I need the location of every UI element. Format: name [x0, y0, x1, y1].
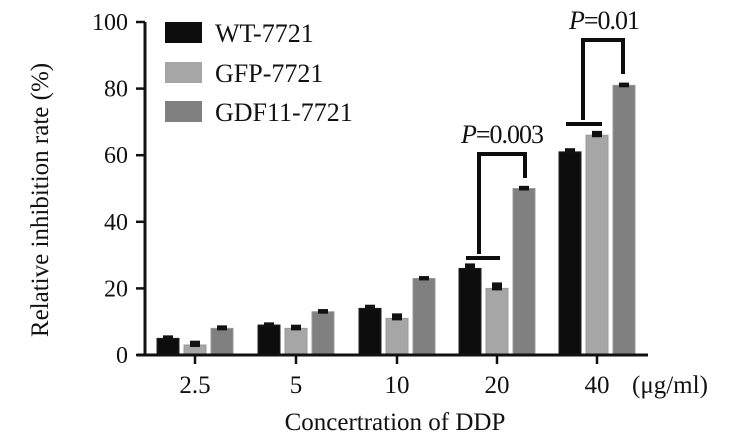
error-bar	[264, 322, 274, 328]
p-value-italic: P	[568, 6, 585, 35]
bar-gfp-7721-40	[585, 134, 609, 356]
bar-gfp-7721-5	[284, 327, 308, 356]
y-tick-label: 0	[116, 343, 128, 369]
y-tick-label: 60	[104, 143, 128, 169]
bar-gfp-7721-20	[485, 287, 509, 356]
error-bar	[163, 335, 173, 341]
bar-gfp-7721-10	[385, 317, 409, 356]
legend-item-gdf11-7721: GDF11-7721	[165, 98, 353, 127]
legend-swatch	[165, 101, 202, 122]
bar-gdf11-7721-10	[412, 277, 436, 356]
bar-gdf11-7721-40	[612, 84, 636, 356]
legend-item-gfp-7721: GFP-7721	[165, 59, 323, 88]
error-bar	[619, 82, 629, 88]
bar-gdf11-7721-2.5	[210, 327, 234, 356]
legend-label: WT-7721	[215, 19, 314, 48]
p-value-number: =0.01	[584, 6, 639, 35]
x-tick-label: 20	[485, 372, 510, 399]
bars-layer	[156, 82, 636, 356]
p-value-number: =0.003	[476, 120, 543, 149]
y-tick-label: 80	[104, 77, 128, 103]
legend-label: GFP-7721	[215, 59, 323, 88]
error-bar	[217, 325, 227, 331]
legend-item-wt-7721: WT-7721	[165, 19, 314, 48]
error-bar	[291, 324, 301, 331]
legend-swatch	[165, 22, 202, 43]
error-bar	[190, 340, 200, 348]
p-value-label: P=0.003	[460, 120, 543, 149]
error-bar	[492, 282, 502, 291]
bar-gdf11-7721-20	[512, 188, 536, 356]
y-axis-label: Relative inhibition rate (%)	[27, 63, 54, 337]
axes-layer	[137, 22, 648, 357]
x-tick-label: 40	[585, 372, 610, 399]
y-tick-label: 20	[104, 276, 128, 302]
legend-swatch	[165, 62, 202, 83]
x-axis-label: Concertration of DDP	[285, 409, 506, 436]
bar-gdf11-7721-5	[311, 311, 335, 356]
p-value-label: P=0.01	[568, 6, 639, 35]
error-bar	[318, 309, 328, 314]
error-bar	[365, 304, 375, 311]
significance-bracket-40: P=0.01	[566, 6, 640, 126]
bar-wt-7721-40	[558, 151, 582, 356]
error-bar	[565, 148, 575, 154]
error-bar	[592, 130, 602, 138]
legend-label: GDF11-7721	[215, 98, 353, 127]
error-bar	[519, 185, 529, 191]
bracket-line	[581, 38, 625, 120]
legend: WT-7721 GFP-7721 GDF11-7721	[165, 19, 353, 127]
bar-wt-7721-10	[358, 307, 382, 356]
x-tick-label: 2.5	[179, 372, 210, 399]
y-ticks: 0 20 40 60 80 100	[92, 10, 145, 369]
x-ticks: 2.5 5 10 20 40	[179, 355, 610, 399]
error-bar	[419, 276, 429, 281]
bar-wt-7721-20	[458, 267, 482, 356]
y-tick-label: 100	[92, 10, 128, 36]
y-tick-label: 40	[104, 210, 128, 236]
x-tick-label: 5	[290, 372, 303, 399]
p-value-italic: P	[460, 120, 477, 149]
bar-wt-7721-2.5	[156, 337, 180, 356]
bar-wt-7721-5	[257, 324, 281, 356]
bracket-line	[477, 152, 527, 254]
significance-bracket-20: P=0.003	[460, 120, 544, 260]
error-bar	[465, 263, 475, 271]
x-tick-label: 10	[385, 372, 410, 399]
error-bar	[392, 313, 402, 321]
x-axis-unit: (μg/ml)	[632, 372, 708, 399]
